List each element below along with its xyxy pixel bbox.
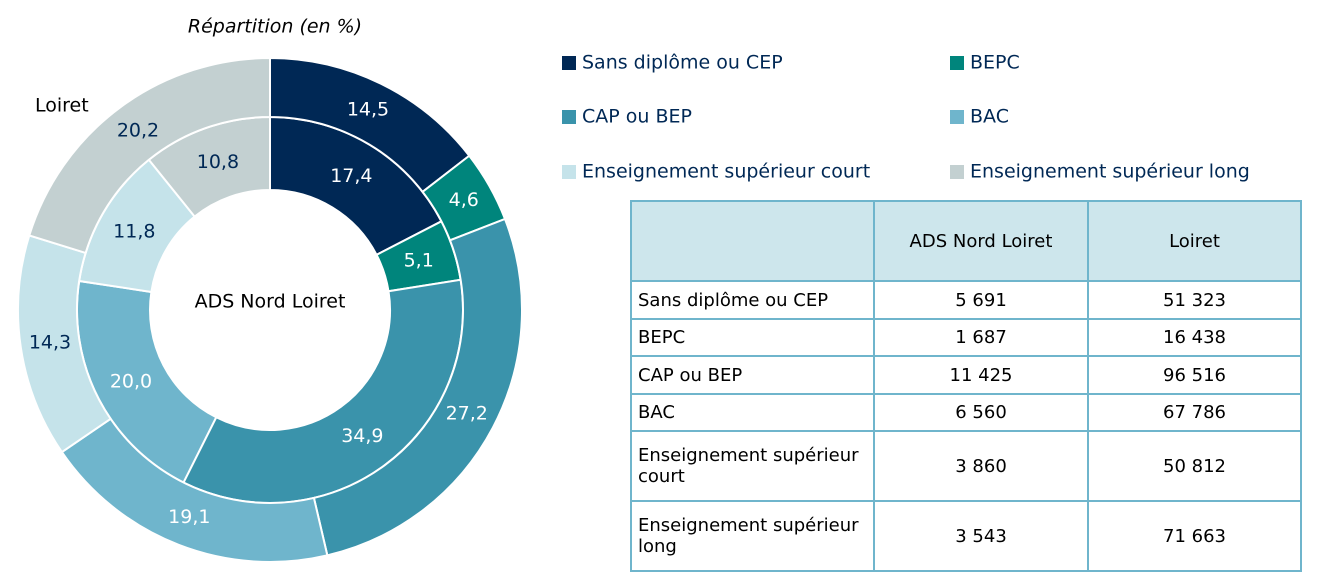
data-label: 34,9 — [341, 425, 383, 447]
legend-swatch — [950, 110, 964, 124]
legend-swatch — [950, 56, 964, 70]
table-cell: ADS Nord Loiret — [873, 200, 1089, 282]
table-cell: CAP ou BEP — [630, 355, 875, 395]
table-cell: 16 438 — [1087, 318, 1302, 357]
table-cell: 51 323 — [1087, 280, 1302, 320]
table-cell — [630, 200, 875, 282]
data-label: 4,6 — [449, 189, 479, 211]
legend-label: CAP ou BEP — [582, 106, 692, 128]
table-row: Enseignement supérieur court 3 860 50 812 — [630, 430, 1302, 502]
data-label: 5,1 — [404, 250, 434, 272]
data-table: ADS Nord Loiret Loiret Sans diplôme ou CEP… — [630, 200, 1302, 572]
legend-label: BAC — [970, 106, 1009, 128]
legend-swatch — [562, 165, 576, 179]
table-cell: 6 560 — [873, 393, 1089, 432]
data-label: 19,1 — [168, 506, 210, 528]
table-cell: 3 860 — [873, 430, 1089, 502]
table-cell: 96 516 — [1087, 355, 1302, 395]
legend-label: BEPC — [970, 52, 1020, 74]
table-cell: 50 812 — [1087, 430, 1302, 502]
data-label: 20,0 — [110, 370, 152, 392]
table-row: BAC 6 560 67 786 — [630, 393, 1302, 432]
chart-title: Répartition (en %) — [188, 16, 362, 38]
table-cell: Enseignement supérieur long — [630, 500, 875, 572]
data-label: 14,5 — [347, 99, 389, 121]
table-row: Enseignement supérieur long 3 543 71 663 — [630, 500, 1302, 572]
table-cell: 67 786 — [1087, 393, 1302, 432]
table-cell: 5 691 — [873, 280, 1089, 320]
table-cell: BEPC — [630, 318, 875, 357]
legend-label: Enseignement supérieur court — [582, 161, 870, 183]
data-label: 17,4 — [330, 165, 372, 187]
data-label: 14,3 — [29, 332, 71, 354]
legend-label: Sans diplôme ou CEP — [582, 52, 783, 74]
legend-swatch — [950, 165, 964, 179]
data-label: 11,8 — [113, 221, 155, 243]
data-label: 27,2 — [446, 402, 488, 424]
table-cell: Loiret — [1087, 200, 1302, 282]
legend-swatch — [562, 56, 576, 70]
table-row: CAP ou BEP 11 425 96 516 — [630, 355, 1302, 395]
table-row: BEPC 1 687 16 438 — [630, 318, 1302, 357]
data-label: 20,2 — [117, 119, 159, 141]
series-label: ADS Nord Loiret — [195, 291, 346, 313]
table-cell: 71 663 — [1087, 500, 1302, 572]
legend-swatch — [562, 110, 576, 124]
table-cell: Sans diplôme ou CEP — [630, 280, 875, 320]
series-label: Loiret — [35, 95, 89, 117]
table-cell: 11 425 — [873, 355, 1089, 395]
table-row: Sans diplôme ou CEP 5 691 51 323 — [630, 280, 1302, 320]
table-cell: 3 543 — [873, 500, 1089, 572]
data-label: 10,8 — [197, 151, 239, 173]
table-cell: 1 687 — [873, 318, 1089, 357]
legend-label: Enseignement supérieur long — [970, 161, 1250, 183]
table-cell: Enseignement supérieur court — [630, 430, 875, 502]
table-header: ADS Nord Loiret Loiret — [630, 200, 1302, 282]
table-cell: BAC — [630, 393, 875, 432]
donut-slice — [28, 56, 271, 255]
